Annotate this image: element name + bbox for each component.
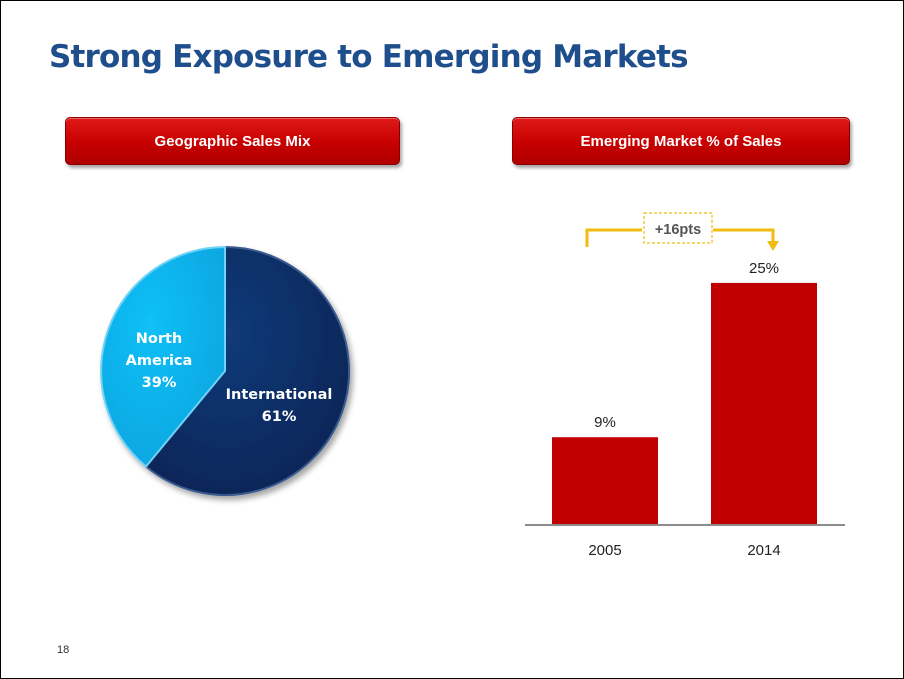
pie-value-north-america: 39% — [142, 375, 177, 391]
geographic-sales-mix-header-label: Geographic Sales Mix — [154, 132, 311, 150]
emerging-market-sales-header: Emerging Market % of Sales — [512, 117, 850, 165]
pie-label-international: International — [226, 387, 333, 403]
growth-bracket: +16pts — [585, 212, 779, 251]
category-label-2005: 2005 — [588, 542, 621, 559]
pie-label-north: North — [136, 331, 183, 347]
bar-value-label-2005: 9% — [594, 414, 616, 431]
bracket-arrowhead-icon — [767, 241, 779, 251]
slide-title: Strong Exposure to Emerging Markets — [49, 39, 689, 75]
emerging-market-sales-header-label: Emerging Market % of Sales — [580, 132, 782, 150]
geographic-sales-mix-header: Geographic Sales Mix — [65, 117, 400, 165]
category-label-2014: 2014 — [747, 542, 780, 559]
pie-slice-international — [144, 245, 351, 496]
bar-value-label-2014: 25% — [749, 260, 779, 277]
bar-2005 — [552, 437, 658, 524]
pie-value-international: 61% — [262, 409, 297, 425]
pie-slice-north-america — [100, 245, 226, 468]
pie-chart — [100, 245, 351, 496]
bar-2014 — [711, 282, 817, 524]
bracket-left-arm — [585, 228, 642, 247]
pie-label-america: America — [126, 353, 193, 369]
bracket-right-arm — [713, 228, 775, 241]
page-number: 18 — [57, 644, 70, 656]
growth-annotation-box — [643, 212, 713, 244]
pie-labels: International 61% North America 39% — [126, 331, 333, 425]
growth-annotation-label: +16pts — [655, 222, 701, 238]
bar-chart: 9% 25% 2005 2014 +16pts — [525, 212, 845, 559]
